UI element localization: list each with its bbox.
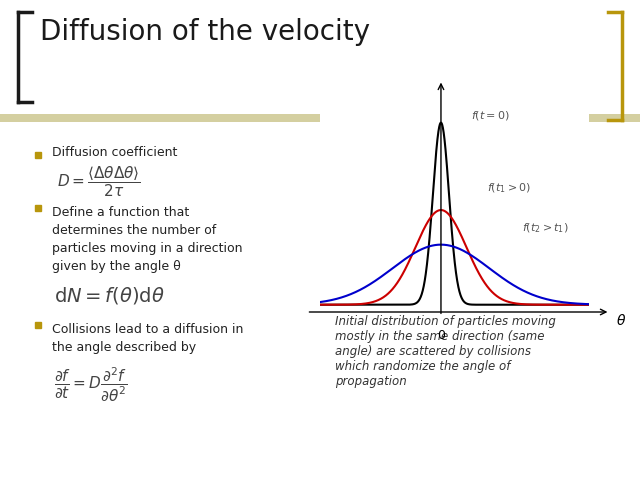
Text: $f(t_1>0)$: $f(t_1>0)$ [486, 181, 531, 195]
Text: $f(t=0)$: $f(t=0)$ [470, 109, 509, 122]
Text: Initial distribution of particles moving
mostly in the same direction (same
angl: Initial distribution of particles moving… [335, 315, 556, 388]
Text: $D = \dfrac{\langle \Delta\theta\Delta\theta \rangle}{2\tau}$: $D = \dfrac{\langle \Delta\theta\Delta\t… [57, 165, 141, 199]
Text: Diffusion of the velocity: Diffusion of the velocity [40, 18, 370, 46]
Text: $\mathrm{d}N = f(\theta)\mathrm{d}\theta$: $\mathrm{d}N = f(\theta)\mathrm{d}\theta… [54, 285, 165, 305]
Text: $\theta$: $\theta$ [616, 313, 626, 328]
Text: 0: 0 [437, 329, 445, 342]
Bar [0, 114, 640, 122]
Text: $f(t_2>t_1)$: $f(t_2>t_1)$ [522, 221, 568, 235]
Text: Define a function that
determines the number of
particles moving in a direction
: Define a function that determines the nu… [52, 206, 243, 273]
Text: Diffusion coefficient: Diffusion coefficient [52, 146, 177, 159]
Text: Collisions lead to a diffusion in
the angle described by: Collisions lead to a diffusion in the an… [52, 323, 243, 354]
Text: $\dfrac{\partial f}{\partial t} = D\dfrac{\partial^2 f}{\partial \theta^2}$: $\dfrac{\partial f}{\partial t} = D\dfra… [54, 366, 128, 404]
